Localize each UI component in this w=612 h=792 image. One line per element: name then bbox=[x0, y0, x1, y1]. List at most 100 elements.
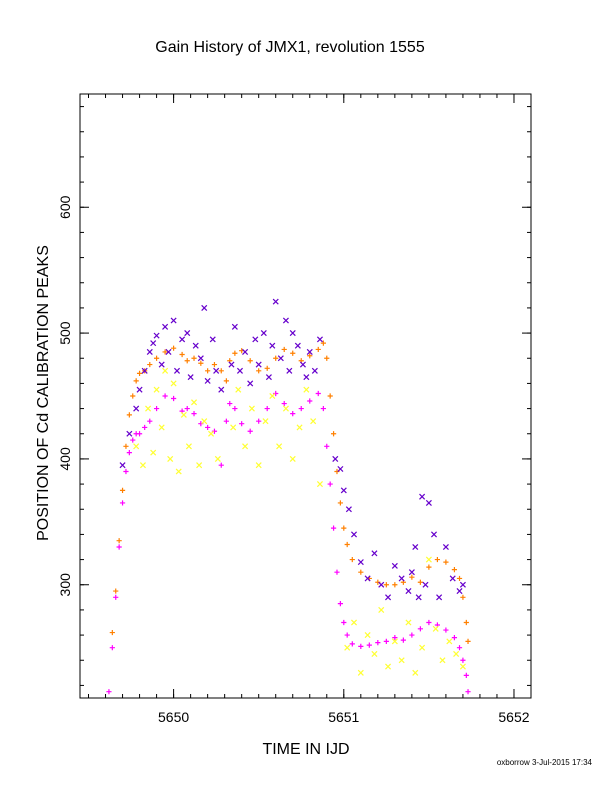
data-point bbox=[332, 455, 339, 462]
data-point bbox=[136, 370, 143, 376]
data-point bbox=[320, 405, 326, 412]
data-point bbox=[426, 564, 432, 570]
data-point bbox=[330, 525, 337, 531]
data-point bbox=[439, 657, 446, 664]
data-point bbox=[344, 632, 350, 638]
data-point bbox=[242, 443, 249, 450]
data-point bbox=[443, 559, 449, 565]
data-point bbox=[443, 627, 449, 633]
data-point bbox=[303, 386, 310, 393]
data-point bbox=[358, 643, 364, 650]
series-3 bbox=[133, 367, 466, 676]
series-1 bbox=[106, 390, 471, 695]
data-point bbox=[162, 367, 169, 374]
data-point bbox=[340, 487, 347, 494]
data-point bbox=[153, 386, 160, 393]
data-point bbox=[145, 405, 152, 412]
chart-title: Gain History of JMX1, revolution 1555 bbox=[155, 39, 425, 56]
data-point bbox=[196, 462, 203, 469]
data-point bbox=[392, 582, 398, 588]
data-point bbox=[276, 443, 283, 450]
data-point bbox=[417, 626, 423, 632]
data-point bbox=[198, 421, 204, 427]
data-point bbox=[344, 644, 351, 651]
data-point bbox=[412, 669, 419, 676]
data-point bbox=[264, 405, 270, 412]
data-point bbox=[123, 468, 129, 475]
data-point bbox=[289, 455, 296, 462]
data-point bbox=[316, 336, 323, 343]
data-point bbox=[310, 418, 317, 425]
data-point bbox=[417, 579, 423, 585]
data-point bbox=[375, 640, 381, 646]
data-point bbox=[158, 361, 165, 368]
data-point bbox=[198, 360, 204, 366]
x-tick-label: 5650 bbox=[158, 709, 189, 725]
data-point bbox=[425, 556, 432, 563]
data-point bbox=[147, 361, 153, 368]
data-point bbox=[264, 365, 270, 371]
data-point bbox=[349, 556, 355, 563]
data-point bbox=[218, 462, 224, 468]
data-point bbox=[179, 336, 186, 343]
data-point bbox=[277, 355, 284, 362]
data-point bbox=[334, 468, 340, 475]
data-point bbox=[316, 481, 323, 488]
data-point bbox=[327, 481, 333, 487]
data-point bbox=[213, 367, 220, 374]
data-point bbox=[311, 367, 318, 374]
data-point bbox=[366, 642, 372, 648]
data-point bbox=[260, 330, 267, 337]
data-point bbox=[228, 361, 235, 368]
data-point bbox=[123, 443, 129, 449]
data-point bbox=[378, 581, 385, 588]
data-point bbox=[208, 430, 215, 437]
data-point bbox=[456, 575, 463, 582]
data-point bbox=[113, 588, 119, 594]
data-point bbox=[344, 541, 350, 548]
data-point bbox=[167, 455, 174, 462]
data-point bbox=[170, 380, 177, 387]
y-tick-label: 400 bbox=[57, 447, 73, 471]
data-point bbox=[436, 594, 443, 601]
data-point bbox=[400, 637, 406, 643]
data-point bbox=[281, 400, 287, 407]
data-point bbox=[191, 355, 197, 361]
data-point bbox=[223, 378, 229, 384]
data-point bbox=[223, 418, 229, 424]
data-point bbox=[179, 351, 185, 358]
data-point bbox=[371, 550, 378, 557]
data-point bbox=[327, 393, 333, 399]
data-point bbox=[341, 525, 347, 531]
data-point bbox=[337, 500, 343, 506]
data-point bbox=[294, 342, 301, 349]
data-point bbox=[162, 349, 168, 355]
data-point bbox=[269, 342, 276, 349]
data-point bbox=[133, 405, 140, 412]
data-point bbox=[272, 298, 279, 305]
data-point bbox=[142, 424, 148, 431]
data-point bbox=[296, 424, 303, 431]
data-point bbox=[184, 330, 191, 337]
data-point bbox=[170, 317, 177, 324]
y-tick-label: 500 bbox=[57, 321, 73, 345]
data-point bbox=[187, 374, 194, 381]
data-point bbox=[180, 411, 187, 418]
data-point bbox=[211, 361, 218, 368]
data-point bbox=[451, 567, 458, 573]
data-point bbox=[446, 638, 453, 645]
data-point bbox=[364, 575, 371, 582]
data-points bbox=[106, 298, 471, 695]
data-point bbox=[378, 606, 385, 613]
plot-frame bbox=[79, 93, 532, 699]
data-point bbox=[419, 493, 426, 500]
data-point bbox=[184, 405, 190, 412]
data-point bbox=[290, 411, 296, 417]
data-point bbox=[136, 386, 143, 393]
data-point bbox=[385, 594, 392, 601]
data-point bbox=[119, 487, 126, 493]
data-point bbox=[201, 418, 208, 425]
data-point bbox=[453, 650, 460, 657]
data-point bbox=[232, 350, 238, 356]
data-point bbox=[405, 588, 412, 595]
